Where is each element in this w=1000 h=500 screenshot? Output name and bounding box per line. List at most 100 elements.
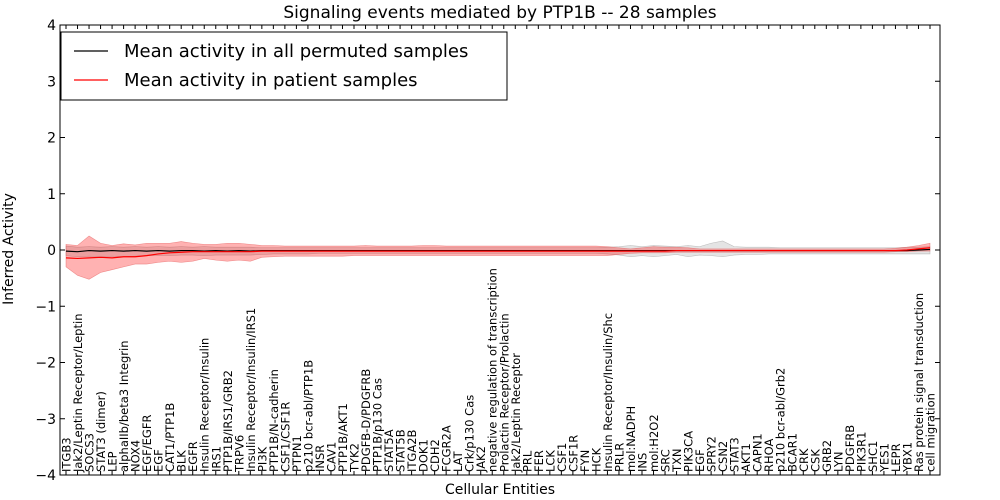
- x-tick-label: negative regulation of transcription: [486, 268, 500, 472]
- patient-mean-line: [65, 247, 931, 260]
- x-tick-label: AKT1: [739, 443, 753, 472]
- x-tick-label: CSF1R: [566, 435, 580, 472]
- x-tick-label: BLK: [175, 450, 189, 472]
- legend-label-permuted: Mean activity in all permuted samples: [124, 41, 468, 62]
- x-tick-label: PTP1B/N-cadherin: [267, 369, 281, 472]
- variance-bands: [65, 235, 931, 280]
- patient-band: [65, 235, 931, 280]
- x-tick-label: SRC: [659, 449, 673, 472]
- x-tick-label: LEPR: [889, 443, 903, 472]
- x-tick-label: Insulin Receptor/Insulin/Shc: [601, 313, 615, 472]
- x-tick-label: p210 bcr-abl/PTP1B: [301, 360, 315, 472]
- x-tick-label: STAT5A: [382, 429, 396, 472]
- x-tick-label: YES1: [877, 443, 891, 473]
- x-tick-label: PDGFRB: [843, 425, 857, 472]
- x-tick-label: p210 bcr-abl/Grb2: [774, 368, 788, 472]
- x-tick-label: GRB2: [820, 440, 834, 472]
- x-tick-label: FCGR2A: [440, 425, 454, 472]
- x-tick-label: FYN: [578, 450, 592, 472]
- x-tick-label: cell migration: [924, 393, 938, 472]
- x-tick-label: IRS1: [209, 446, 223, 472]
- y-tick-label: −3: [35, 412, 56, 428]
- x-tick-label: alphaIIb/beta3 Integrin: [117, 340, 131, 472]
- x-tick-label: Crk/p130 Cas: [463, 395, 477, 472]
- x-tick-label: Jak2/Leptin Receptor/Leptin: [71, 314, 85, 473]
- x-tick-label: LEP: [106, 451, 120, 472]
- x-tick-label: CSN2: [716, 441, 730, 472]
- x-tick-label: LAT: [451, 450, 465, 472]
- y-tick-label: 1: [47, 187, 56, 203]
- x-tick-label: PTP1B/AKT1: [336, 403, 350, 472]
- series-lines: [65, 247, 931, 260]
- plot-frame: [59, 24, 941, 476]
- y-tick-label: −1: [35, 299, 56, 315]
- x-tick-label: SHC1: [866, 441, 880, 472]
- permuted-band: [65, 240, 931, 258]
- x-axis-ticks: [65, 25, 931, 475]
- x-tick-label: STAT3: [728, 437, 742, 472]
- x-tick-label: PIK3R1: [854, 432, 868, 473]
- x-tick-label: PTP1B/p130 Cas: [371, 378, 385, 472]
- x-tick-label: LCK: [543, 450, 557, 472]
- x-tick-label: Ras protein signal transduction: [912, 293, 926, 472]
- x-tick-label: CSF1/CSF1R: [278, 402, 292, 472]
- chart-title: Signaling events mediated by PTP1B -- 28…: [283, 3, 716, 23]
- x-tick-label: TYK2: [348, 443, 362, 473]
- x-tick-label: STAT5B: [394, 429, 408, 472]
- x-tick-label: FER: [532, 450, 546, 472]
- y-tick-label: −4: [35, 468, 56, 484]
- y-axis-ticks: −4 −3 −2 −1 0 1 2 3 4: [35, 18, 940, 484]
- x-tick-label: CAT1/PTP1B: [163, 403, 177, 472]
- x-tick-label: PTP1B/IRS1/GRB2: [221, 370, 235, 472]
- x-tick-label: ITGB3: [60, 437, 74, 472]
- x-tick-label: JAK2: [474, 446, 488, 473]
- x-tick-label: CSK: [808, 449, 822, 472]
- x-tick-label: Jak2/Leptin Receptor: [509, 353, 523, 473]
- x-tick-label: LYN: [831, 451, 845, 472]
- x-tick-label: HCK: [589, 447, 603, 472]
- x-tick-label: BCAR1: [785, 433, 799, 472]
- x-tick-label: PTPN1: [290, 435, 304, 472]
- legend: Mean activity in all permuted samples Me…: [60, 31, 508, 101]
- x-tick-label: Insulin Receptor/Insulin/IRS1: [244, 308, 258, 472]
- x-tick-label: PI3K: [255, 446, 269, 472]
- x-tick-label: PDGFB-D/PDGFRB: [359, 369, 373, 472]
- x-tick-label: SPRY2: [705, 436, 719, 472]
- x-tick-label: EGF/EGFR: [140, 415, 154, 472]
- y-tick-label: 2: [47, 131, 56, 147]
- x-tick-label: CRK: [797, 448, 811, 472]
- x-axis-label: Cellular Entities: [445, 482, 555, 498]
- x-tick-label: PRLR: [612, 443, 626, 472]
- x-tick-label: RHOA: [762, 439, 776, 472]
- x-tick-label: TRPV6: [232, 435, 246, 473]
- x-tick-label: EGF: [152, 449, 166, 472]
- y-tick-label: 3: [47, 74, 56, 90]
- x-tick-label: CDH2: [428, 439, 442, 472]
- legend-box: [60, 31, 508, 101]
- x-tick-label: mol:H2O2: [647, 414, 661, 472]
- y-tick-label: −2: [35, 356, 56, 372]
- x-tick-label: TXN: [670, 448, 684, 473]
- y-tick-label: 0: [47, 243, 56, 259]
- legend-label-patient: Mean activity in patient samples: [124, 70, 418, 91]
- x-tick-label: NOX4: [129, 440, 143, 472]
- x-tick-label: CAPN1: [751, 433, 765, 472]
- x-tick-label: PRL: [520, 450, 534, 472]
- x-tick-label: DOK1: [417, 439, 431, 472]
- x-tick-label: INS: [636, 453, 650, 472]
- x-tick-label: EGFR: [186, 441, 200, 472]
- x-tick-label: Insulin Receptor/Insulin: [198, 338, 212, 472]
- x-tick-label: CSF1: [555, 443, 569, 472]
- x-tick-label: mol:NADPH: [624, 406, 638, 472]
- x-tick-label: YBX1: [900, 442, 914, 473]
- x-tick-label: Prolactin Receptor/Prolactin: [497, 313, 511, 472]
- y-axis-label: Inferred Activity: [1, 193, 17, 305]
- y-tick-label: 4: [47, 18, 56, 34]
- x-tick-label: SOCS3: [83, 433, 97, 472]
- x-tick-label: INSR: [313, 445, 327, 472]
- x-tick-label: ITGA2B: [405, 429, 419, 472]
- x-tick-label: EGF: [693, 449, 707, 472]
- x-tick-label: CAV1: [324, 442, 338, 472]
